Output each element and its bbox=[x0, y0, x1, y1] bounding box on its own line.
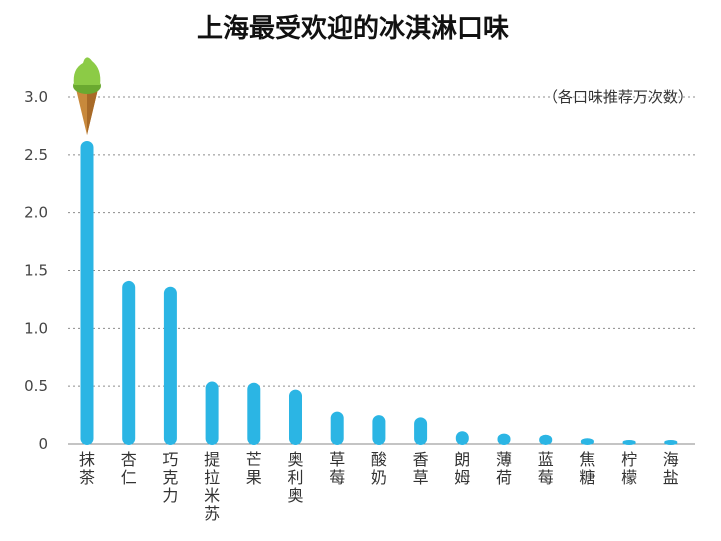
x-tick-label: 芒果 bbox=[246, 450, 262, 487]
bar bbox=[330, 411, 344, 445]
x-tick-label: 香草 bbox=[413, 450, 429, 487]
bar bbox=[497, 433, 511, 445]
x-tick-label: 蓝莓 bbox=[538, 450, 554, 487]
x-tick-label: 海盐 bbox=[663, 450, 679, 487]
bar bbox=[455, 431, 469, 445]
ice-cream-cone-icon bbox=[73, 57, 101, 135]
bar bbox=[372, 415, 386, 445]
x-tick-label: 巧克力 bbox=[162, 450, 178, 505]
bar bbox=[622, 440, 636, 445]
y-tick-label: 3.0 bbox=[24, 88, 48, 106]
x-tick-label: 杏仁 bbox=[121, 450, 137, 487]
bar bbox=[122, 280, 136, 445]
x-tick-label: 薄荷 bbox=[496, 450, 512, 487]
x-tick-label: 抹茶 bbox=[79, 450, 95, 487]
x-tick-label: 柠檬 bbox=[621, 450, 637, 487]
unit-note: （各口味推荐万次数） bbox=[543, 88, 693, 106]
x-tick-label: 焦糖 bbox=[579, 450, 595, 487]
y-tick-label: 0.5 bbox=[24, 377, 48, 395]
x-tick-label: 酸奶 bbox=[371, 450, 387, 487]
bar bbox=[247, 382, 261, 445]
x-tick-label: 草莓 bbox=[329, 450, 345, 487]
grid-lines bbox=[68, 96, 695, 387]
y-tick-label: 1.0 bbox=[24, 319, 48, 337]
y-axis-ticks: 0 0.5 1.0 1.5 2.0 2.5 3.0 bbox=[24, 88, 48, 453]
scoop bbox=[73, 57, 101, 85]
bar bbox=[289, 389, 302, 445]
bar bbox=[664, 440, 678, 445]
bars bbox=[80, 140, 678, 445]
x-tick-label: 提拉米苏 bbox=[204, 450, 220, 523]
y-tick-label: 2.5 bbox=[24, 146, 48, 164]
x-tick-label: 奥利奥 bbox=[287, 450, 303, 505]
bar bbox=[414, 417, 428, 445]
bar bbox=[80, 140, 94, 445]
bar bbox=[580, 438, 594, 445]
bar bbox=[539, 434, 553, 445]
bar bbox=[163, 286, 177, 445]
y-tick-label: 0 bbox=[38, 435, 48, 453]
y-tick-label: 1.5 bbox=[24, 262, 48, 280]
cone-shadow bbox=[87, 88, 98, 135]
y-tick-label: 2.0 bbox=[24, 204, 48, 222]
bar bbox=[205, 381, 219, 445]
x-tick-label: 朗姆 bbox=[454, 450, 470, 487]
chart-title: 上海最受欢迎的冰淇淋口味 bbox=[197, 13, 509, 44]
